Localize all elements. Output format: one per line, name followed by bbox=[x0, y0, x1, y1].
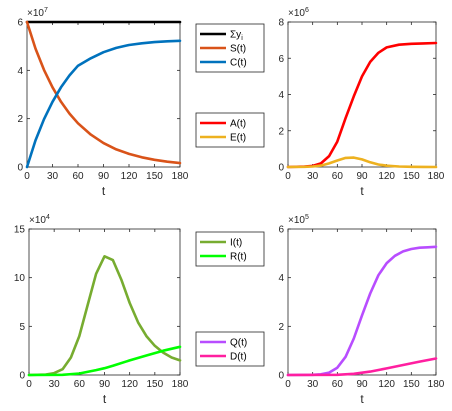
y-tick-label: 5 bbox=[19, 322, 25, 333]
y-tick-label: 6 bbox=[17, 18, 23, 29]
x-axis-label: t bbox=[360, 392, 364, 406]
chart-panel-4: 0 30 60 90 120 150 180 0 2 4 6 t ×105 Q(t) D(t) bbox=[195, 214, 445, 406]
x-tick-label: 60 bbox=[332, 171, 344, 182]
legend-entry: D(t) bbox=[230, 352, 247, 363]
x-axis-label: t bbox=[103, 392, 107, 406]
axis-multiplier: ×104 bbox=[29, 214, 50, 226]
chart-panel-2: 0 30 60 90 120 150 180 0 2 4 6 8 t ×106 A(t) E(t) bbox=[195, 7, 445, 198]
axes-box bbox=[287, 228, 437, 376]
axis-multiplier: ×107 bbox=[27, 7, 48, 19]
series-line-et bbox=[286, 156, 438, 169]
legend-entry: E(t) bbox=[230, 133, 246, 144]
series-line-at bbox=[286, 41, 438, 169]
y-tick-label: 0 bbox=[278, 163, 284, 174]
legend-entry: C(t) bbox=[230, 58, 247, 69]
legend-box bbox=[195, 231, 265, 267]
chart-panel-3: 0 30 60 90 120 150 180 0 5 10 15 t ×104 I(t) R(t) bbox=[14, 214, 265, 406]
axes-box bbox=[28, 228, 181, 376]
legend: A(t) E(t) bbox=[195, 112, 265, 148]
y-tick-label: 2 bbox=[17, 114, 23, 125]
x-tick-label: 150 bbox=[403, 171, 420, 182]
series-line-dt bbox=[286, 357, 438, 377]
y-tick-label: 6 bbox=[278, 225, 284, 236]
x-tick-label: 150 bbox=[146, 379, 163, 390]
y-tick-label: 10 bbox=[14, 273, 26, 284]
x-tick-label: 150 bbox=[146, 171, 163, 182]
x-tick-label: 180 bbox=[428, 171, 445, 182]
x-tick-label: 120 bbox=[378, 379, 395, 390]
x-tick-label: 90 bbox=[99, 379, 111, 390]
y-tick-label: 0 bbox=[278, 371, 284, 382]
y-tick-label: 6 bbox=[278, 54, 284, 65]
x-tick-label: 180 bbox=[172, 171, 189, 182]
series-line-qt bbox=[286, 245, 438, 377]
y-tick-label: 0 bbox=[17, 163, 23, 174]
x-tick-label: 180 bbox=[172, 379, 189, 390]
x-tick-label: 30 bbox=[49, 379, 61, 390]
legend-entry: S(t) bbox=[230, 44, 246, 55]
x-axis-label: t bbox=[360, 184, 364, 198]
x-tick-label: 150 bbox=[403, 379, 420, 390]
x-tick-label: 120 bbox=[121, 171, 138, 182]
y-tick-label: 4 bbox=[17, 66, 23, 77]
x-tick-label: 90 bbox=[356, 171, 368, 182]
series-line-ct bbox=[25, 39, 182, 169]
y-tick-label: 2 bbox=[278, 322, 284, 333]
x-tick-label: 180 bbox=[428, 379, 445, 390]
legend-entry: I(t) bbox=[230, 238, 242, 249]
legend-entry: Q(t) bbox=[230, 338, 247, 349]
y-tick-label: 15 bbox=[14, 225, 26, 236]
x-tick-label: 120 bbox=[378, 171, 395, 182]
axis-multiplier: ×106 bbox=[288, 7, 309, 19]
x-tick-label: 30 bbox=[47, 171, 59, 182]
legend-box bbox=[195, 331, 265, 367]
legend: I(t) R(t) bbox=[195, 231, 265, 267]
y-tick-label: 4 bbox=[278, 90, 284, 101]
x-tick-label: 60 bbox=[74, 379, 86, 390]
y-tick-label: 0 bbox=[19, 371, 25, 382]
legend-entry: Σyi bbox=[230, 30, 243, 43]
x-tick-label: 0 bbox=[285, 171, 291, 182]
x-tick-label: 0 bbox=[285, 379, 291, 390]
axis-multiplier: ×105 bbox=[288, 214, 309, 226]
x-tick-label: 30 bbox=[307, 379, 319, 390]
x-tick-label: 60 bbox=[72, 171, 84, 182]
y-tick-label: 2 bbox=[278, 126, 284, 137]
legend-box bbox=[195, 112, 265, 148]
legend: Q(t) D(t) bbox=[195, 331, 265, 367]
legend-entry: R(t) bbox=[230, 252, 247, 263]
x-tick-label: 90 bbox=[98, 171, 110, 182]
x-tick-label: 30 bbox=[307, 171, 319, 182]
x-tick-label: 90 bbox=[356, 379, 368, 390]
x-tick-label: 120 bbox=[121, 379, 138, 390]
series-line-st bbox=[25, 20, 182, 165]
x-axis-label: t bbox=[102, 184, 106, 198]
x-tick-label: 60 bbox=[332, 379, 344, 390]
series-line-it bbox=[27, 254, 182, 377]
series-line-rt bbox=[27, 345, 182, 377]
axes-box bbox=[26, 21, 181, 168]
x-tick-label: 0 bbox=[24, 171, 30, 182]
y-tick-label: 4 bbox=[278, 273, 284, 284]
legend-entry: A(t) bbox=[230, 119, 246, 130]
y-tick-label: 8 bbox=[278, 18, 284, 29]
x-tick-label: 0 bbox=[26, 379, 32, 390]
